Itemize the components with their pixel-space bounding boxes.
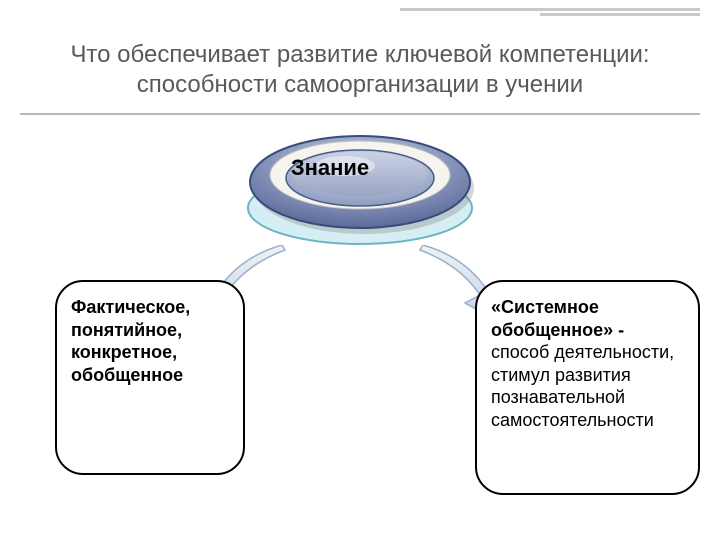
slide: Что обеспечивает развитие ключевой компе… (0, 0, 720, 540)
center-ellipse (245, 130, 475, 248)
accent-bar-2 (540, 13, 700, 16)
title-line2: способности самоорганизации в учении (0, 70, 720, 100)
center-label: Знание (260, 155, 400, 181)
box-left: Фактическое, понятийное, конкретное, обо… (55, 280, 245, 475)
page-title: Что обеспечивает развитие ключевой компе… (0, 40, 720, 100)
top-accent (400, 8, 700, 20)
accent-bar-1 (400, 8, 700, 11)
title-line1: Что обеспечивает развитие ключевой компе… (0, 40, 720, 70)
box-right: «Системное обобщенное» - способ деятельн… (475, 280, 700, 495)
box-left-text: Фактическое, понятийное, конкретное, обо… (71, 296, 229, 386)
horizontal-rule (20, 113, 700, 115)
box-right-text: «Системное обобщенное» - способ деятельн… (491, 296, 684, 431)
